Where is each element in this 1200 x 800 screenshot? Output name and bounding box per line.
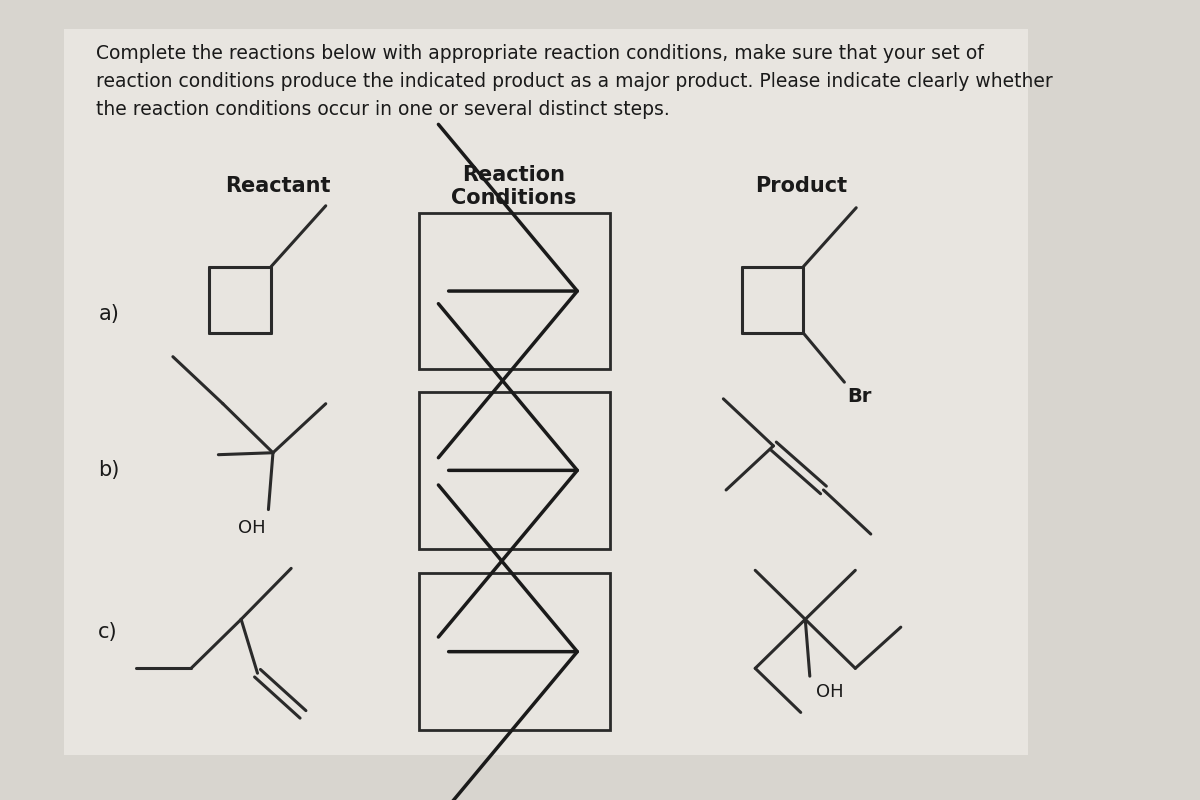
Text: Reactant: Reactant <box>224 176 330 196</box>
Text: Conditions: Conditions <box>451 188 577 208</box>
FancyBboxPatch shape <box>419 213 610 370</box>
Text: Br: Br <box>847 387 871 406</box>
Text: Product: Product <box>755 176 847 196</box>
Text: Complete the reactions below with appropriate reaction conditions, make sure tha: Complete the reactions below with approp… <box>96 44 1052 119</box>
FancyBboxPatch shape <box>419 574 610 730</box>
FancyBboxPatch shape <box>419 392 610 549</box>
Text: Reaction: Reaction <box>462 165 565 185</box>
FancyBboxPatch shape <box>64 30 1028 754</box>
Text: c): c) <box>98 622 118 642</box>
Text: OH: OH <box>239 519 266 538</box>
Text: b): b) <box>98 460 120 480</box>
Text: a): a) <box>98 303 119 323</box>
Text: OH: OH <box>816 683 844 701</box>
